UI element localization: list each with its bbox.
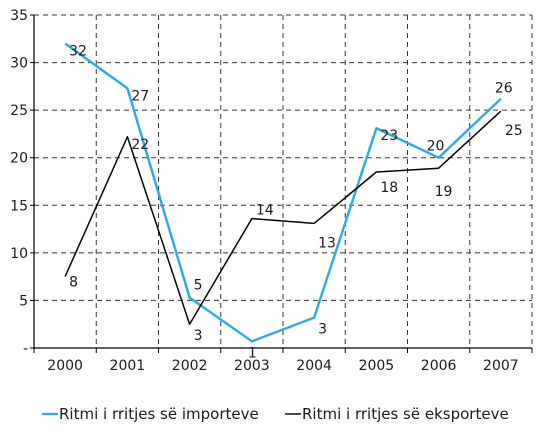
imports-data-label: 5 [194, 278, 203, 294]
imports-data-label: 20 [427, 139, 445, 155]
imports-data-label: 32 [69, 44, 87, 60]
imports-data-label: 23 [380, 128, 398, 144]
exports-data-label: 13 [318, 235, 336, 251]
grid [34, 14, 533, 348]
series-lines [64, 42, 502, 343]
y-tick-labels: - 5 10 15 20 25 30 35 [10, 8, 28, 357]
y-tick-label: 15 [10, 198, 28, 214]
x-tick-label: 2007 [483, 358, 519, 374]
y-tick-label: 30 [10, 56, 28, 72]
exports-data-label: 3 [194, 328, 203, 344]
imports-data-label: 3 [318, 322, 327, 338]
x-tick-label: 2003 [234, 358, 270, 374]
exports-data-label: 19 [435, 184, 453, 200]
imports-data-label: 27 [131, 88, 149, 104]
y-tick-label: 20 [10, 151, 28, 167]
x-tick-label: 2001 [110, 358, 146, 374]
imports-data-label: 1 [248, 345, 257, 361]
exports-data-label: 22 [131, 137, 149, 153]
legend: Ritmi i rritjes së importeve Ritmi i rrit… [42, 405, 509, 423]
y-tick-label: 5 [19, 293, 28, 309]
exports-data-label: 25 [505, 123, 523, 139]
imports-series-line [64, 42, 502, 343]
y-tick-label: 10 [10, 246, 28, 262]
exports-data-label: 18 [380, 180, 398, 196]
y-tick-label: 25 [10, 103, 28, 119]
exports-legend-label: Ritmi i rritjes së eksporteve [302, 405, 509, 423]
exports-data-label: 14 [256, 203, 274, 219]
x-tick-label: 2006 [421, 358, 457, 374]
y-tick-label: 35 [10, 8, 28, 24]
imports-data-label: 26 [495, 81, 513, 97]
x-tick-label: 2004 [296, 358, 332, 374]
x-tick-label: 2002 [172, 358, 208, 374]
x-tick-label: 2005 [359, 358, 395, 374]
axes [30, 14, 533, 353]
x-tick-labels: 2000 2001 2002 2003 2004 2005 2006 2007 [47, 358, 518, 374]
exports-data-label: 8 [69, 275, 78, 291]
imports-legend-label: Ritmi i rritjes së importeve [59, 405, 259, 423]
x-tick-label: 2000 [47, 358, 83, 374]
y-tick-label: - [23, 341, 28, 357]
exports-series-line [64, 110, 502, 325]
